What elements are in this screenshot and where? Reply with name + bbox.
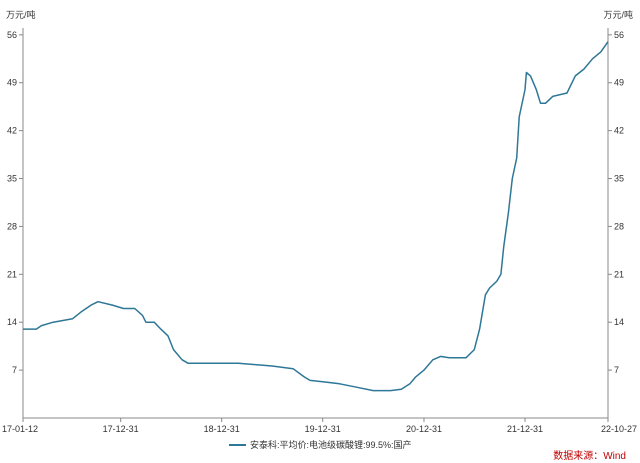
y-tick-label-right: 7 <box>614 365 619 375</box>
y-unit-right: 万元/吨 <box>603 9 633 20</box>
y-axis-right: 7 14 21 28 35 42 49 56 <box>608 30 624 375</box>
legend-label: 安泰科:平均价:电池级碳酸锂:99.5%:国产 <box>250 439 412 450</box>
legend: 安泰科:平均价:电池级碳酸锂:99.5%:国产 <box>229 439 412 450</box>
x-tick-label: 17-01-12 <box>2 424 38 434</box>
y-tick-label-right: 28 <box>614 221 624 231</box>
y-unit-left: 万元/吨 <box>6 9 36 20</box>
x-tick-label: 19-12-31 <box>305 424 341 434</box>
y-tick-label-left: 21 <box>7 269 17 279</box>
series-line <box>23 41 609 392</box>
y-tick-label-right: 35 <box>614 174 624 184</box>
x-tick-label: 22-10-27 <box>601 424 637 434</box>
y-tick-label-left: 35 <box>7 174 17 184</box>
x-tick-label: 18-12-31 <box>204 424 240 434</box>
y-tick-label-right: 56 <box>614 30 624 40</box>
y-tick-label-left: 49 <box>7 78 17 88</box>
y-tick-label-left: 14 <box>7 317 17 327</box>
x-tick-label: 17-12-31 <box>103 424 139 434</box>
series-group <box>23 41 609 392</box>
x-axis: 17-01-12 17-12-31 18-12-31 19-12-31 20-12-31… <box>2 418 637 434</box>
y-tick-label-left: 28 <box>7 221 17 231</box>
y-tick-label-right: 42 <box>614 126 624 136</box>
y-tick-label-right: 21 <box>614 269 624 279</box>
x-tick-label: 21-12-31 <box>507 424 543 434</box>
y-axis-left: 7 14 21 28 35 42 49 56 <box>7 30 23 375</box>
y-tick-label-left: 42 <box>7 126 17 136</box>
y-tick-label-left: 7 <box>12 365 17 375</box>
source-label: 数据来源：Wind <box>553 449 626 462</box>
y-tick-label-right: 49 <box>614 78 624 88</box>
x-tick-label: 20-12-31 <box>406 424 442 434</box>
axes <box>22 28 609 419</box>
y-tick-label-right: 14 <box>614 317 624 327</box>
y-tick-label-left: 56 <box>7 30 17 40</box>
